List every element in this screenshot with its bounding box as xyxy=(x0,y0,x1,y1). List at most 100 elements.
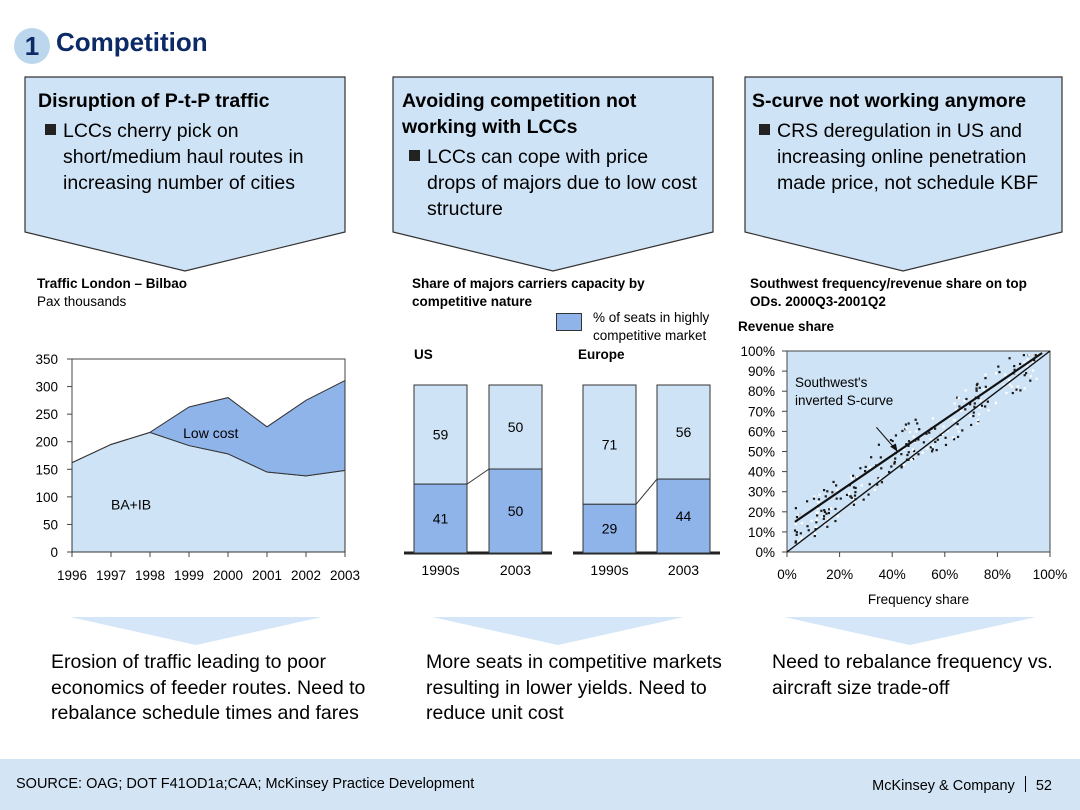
chart3-point xyxy=(826,525,829,528)
chart3-point xyxy=(912,449,916,453)
chart3-point xyxy=(810,519,813,522)
chart3-point xyxy=(1004,373,1007,376)
chart3-point xyxy=(835,497,838,500)
chart3-point xyxy=(965,397,968,401)
chart3-point xyxy=(964,389,967,392)
chart3-point xyxy=(1033,359,1036,362)
chart3-point xyxy=(976,382,979,385)
chart3-point xyxy=(850,477,853,481)
chart3-point xyxy=(907,444,910,447)
chart3-point xyxy=(900,466,903,469)
chart3-point xyxy=(905,443,908,446)
chart3-point xyxy=(826,518,830,521)
chart3-point xyxy=(860,484,863,487)
chart1-x-tick-label: 2003 xyxy=(330,568,360,583)
chart3-point xyxy=(894,434,898,437)
callout-panels xyxy=(24,76,1063,272)
chart3-point xyxy=(900,453,903,456)
chart3-point xyxy=(911,448,915,451)
chart3-point xyxy=(975,389,978,392)
chart1-y-tick-label: 250 xyxy=(35,407,58,422)
chart3-point xyxy=(880,467,883,470)
chart3-point xyxy=(963,399,966,402)
chart3-annotation-line1: Southwest's xyxy=(795,375,868,390)
chart3-point xyxy=(915,430,918,433)
chart3-point xyxy=(852,503,856,506)
chart3-point xyxy=(813,495,816,498)
chart3-point xyxy=(839,497,842,500)
chart3-y-tick-label: 50% xyxy=(748,445,775,460)
chart1-y-tick-label: 150 xyxy=(35,462,58,477)
chart3-point xyxy=(822,517,825,520)
chart2-bar-competitive xyxy=(488,468,543,554)
chart3-point xyxy=(910,458,913,461)
chart3-point xyxy=(877,443,881,446)
panel-1-bullet: LCCs cherry pick on short/medium haul ro… xyxy=(63,120,304,194)
chart1-title: Traffic London – Bilbao xyxy=(37,276,188,291)
chart3-annotation-line2: inverted S-curve xyxy=(795,393,893,408)
chart3-point xyxy=(807,529,810,532)
chart3-point xyxy=(806,525,809,528)
chart3-point xyxy=(918,428,921,431)
chart3-point xyxy=(879,456,882,459)
chart3-point xyxy=(1002,383,1006,386)
chart3-point xyxy=(1016,385,1019,388)
chart2-bar-competitive xyxy=(582,503,637,554)
chart3-point xyxy=(816,511,819,515)
chart3-point xyxy=(957,430,960,433)
chart3-point xyxy=(852,486,856,489)
chart3-point xyxy=(914,440,917,443)
chart3-point xyxy=(1029,379,1032,382)
chart2-bar-other xyxy=(488,384,543,470)
chart3-xlabel: Frequency share xyxy=(868,592,969,607)
chart3-point xyxy=(901,429,904,433)
chart3-point xyxy=(926,447,929,450)
chart3-point xyxy=(854,486,857,490)
chart3-point xyxy=(902,463,906,466)
footer-divider xyxy=(1024,776,1026,792)
chart3-point xyxy=(814,528,817,531)
chart3-point xyxy=(925,432,928,435)
chart1-x-tick-label: 2001 xyxy=(252,568,282,583)
chart3-point xyxy=(975,387,978,390)
chart3-point xyxy=(979,399,982,402)
chart3-point xyxy=(1005,391,1008,395)
conclusion-1: Erosion of traffic leading to poor econo… xyxy=(51,651,366,724)
chart3-point xyxy=(982,388,985,391)
chart3-point xyxy=(893,460,896,464)
chart3-point xyxy=(828,508,831,511)
chart3-point xyxy=(916,422,919,425)
chart3-point xyxy=(941,433,944,436)
chart3-point xyxy=(1026,365,1029,369)
chart3-point xyxy=(800,536,803,539)
chart2-legend-label: % of seats in highly competitive market xyxy=(593,310,710,343)
chart3-point xyxy=(969,414,972,418)
chart3-point xyxy=(986,400,989,403)
chart3-point xyxy=(793,529,797,532)
chart3-point xyxy=(976,422,979,425)
chart1-y-tick-label: 350 xyxy=(35,352,58,367)
chart1-subtitle: Pax thousands xyxy=(37,294,127,309)
chart3-point xyxy=(799,532,802,535)
chart2-group-europe-label: Europe xyxy=(578,347,625,362)
chart3-point xyxy=(994,401,997,404)
chart3-point xyxy=(821,515,824,518)
chart3-point xyxy=(795,533,798,536)
chart2-group-us-label: US xyxy=(414,347,433,362)
chart1-x-tick-label: 1998 xyxy=(135,568,165,583)
chart3-point xyxy=(816,507,820,510)
chart3-x-tick-label: 100% xyxy=(1033,567,1068,582)
chart1-y-tick-label: 0 xyxy=(50,545,58,560)
chart3-point xyxy=(853,494,857,497)
chart2-bar-other-label: 50 xyxy=(508,419,524,435)
chart3-point xyxy=(880,481,884,484)
chart3-point xyxy=(973,405,976,408)
chart3-point xyxy=(914,418,917,421)
chart3-point xyxy=(1023,374,1026,377)
chart3-point xyxy=(917,438,920,441)
chart3-point xyxy=(826,490,829,493)
chart3-point xyxy=(934,427,937,430)
chart3-point xyxy=(855,476,859,479)
footer-source: SOURCE: OAG; DOT F41OD1a;CAA; McKinsey P… xyxy=(16,776,475,792)
chart3-point xyxy=(1010,385,1013,388)
